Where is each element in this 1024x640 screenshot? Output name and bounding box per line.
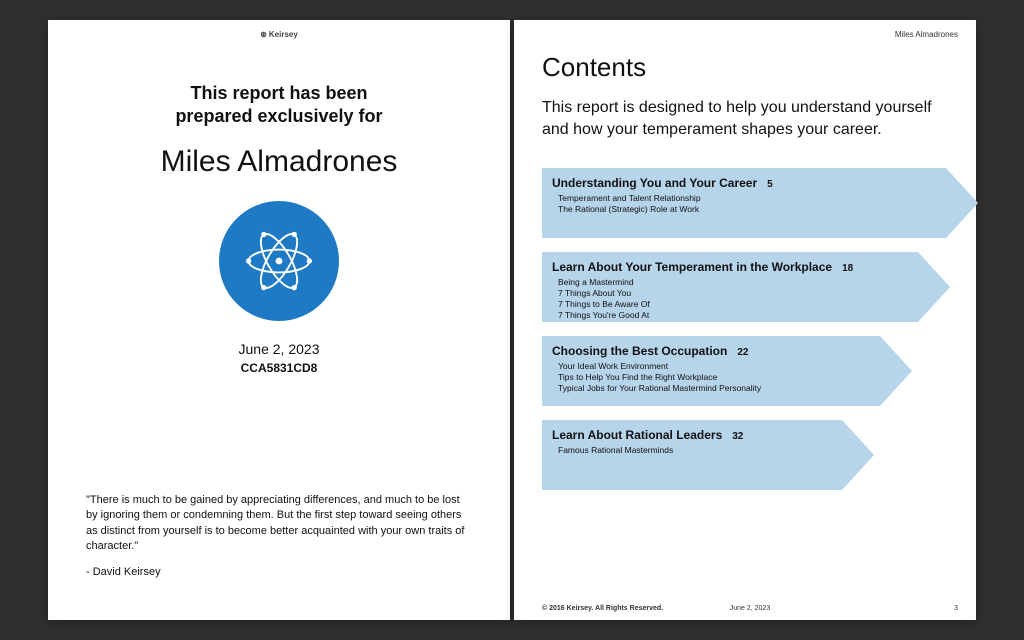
report-code: CCA5831CD8	[86, 361, 472, 375]
arrow-title: Understanding You and Your Career	[552, 176, 757, 190]
contents-page: Miles Almadrones Contents This report is…	[514, 20, 976, 620]
arrow-page-number: 32	[732, 431, 743, 442]
arrow-content: Understanding You and Your Career 5 Temper…	[552, 176, 948, 215]
header-recipient-name: Miles Almadrones	[895, 30, 958, 39]
arrow-subitem: Your Ideal Work Environment	[558, 361, 948, 372]
temperament-icon-wrap	[86, 201, 472, 321]
toc-arrow: Choosing the Best Occupation 22 Your Ideal…	[542, 336, 958, 406]
arrow-page-number: 22	[737, 347, 748, 358]
arrow-title: Choosing the Best Occupation	[552, 344, 727, 358]
arrow-title-row: Understanding You and Your Career 5	[552, 176, 948, 190]
prepared-line-2: prepared exclusively for	[175, 106, 382, 126]
quote-block: "There is much to be gained by appreciat…	[86, 493, 472, 580]
arrow-subitems: Your Ideal Work EnvironmentTips to Help …	[558, 361, 948, 394]
arrow-title: Learn About Your Temperament in the Work…	[552, 260, 832, 274]
arrow-subitem: 7 Things to Be Aware Of	[558, 299, 948, 310]
cover-page: Keirsey This report has been prepared ex…	[48, 20, 510, 620]
arrow-content: Learn About Rational Leaders 32 Famous Rat…	[552, 428, 948, 456]
arrow-content: Choosing the Best Occupation 22 Your Ideal…	[552, 344, 948, 394]
toc-arrow-list: Understanding You and Your Career 5 Temper…	[542, 168, 958, 490]
arrow-subitem: 7 Things About You	[558, 288, 948, 299]
arrow-title-row: Choosing the Best Occupation 22	[552, 344, 948, 358]
page-footer: © 2016 Keirsey. All Rights Reserved. Jun…	[542, 605, 958, 612]
arrow-subitem: Typical Jobs for Your Rational Mastermin…	[558, 383, 948, 394]
arrow-subitem: Being a Mastermind	[558, 277, 948, 288]
arrow-title: Learn About Rational Leaders	[552, 428, 722, 442]
arrow-subitems: Temperament and Talent RelationshipThe R…	[558, 193, 948, 215]
arrow-subitem: Temperament and Talent Relationship	[558, 193, 948, 204]
arrow-subitem: Tips to Help You Find the Right Workplac…	[558, 372, 948, 383]
prepared-line-1: This report has been	[190, 83, 367, 103]
arrow-title-row: Learn About Rational Leaders 32	[552, 428, 948, 442]
arrow-content: Learn About Your Temperament in the Work…	[552, 260, 948, 321]
recipient-name: Miles Almadrones	[86, 145, 472, 179]
arrow-subitem: The Rational (Strategic) Role at Work	[558, 204, 948, 215]
atom-icon	[219, 201, 339, 321]
arrow-subitems: Famous Rational Masterminds	[558, 445, 948, 456]
contents-intro: This report is designed to help you unde…	[542, 97, 932, 140]
quote-attribution: - David Keirsey	[86, 565, 472, 580]
arrow-subitems: Being a Mastermind7 Things About You7 Th…	[558, 277, 948, 321]
page-spread: Keirsey This report has been prepared ex…	[48, 20, 976, 620]
contents-title: Contents	[542, 52, 958, 83]
arrow-page-number: 18	[842, 263, 853, 274]
prepared-for-heading: This report has been prepared exclusivel…	[86, 82, 472, 127]
toc-arrow: Learn About Your Temperament in the Work…	[542, 252, 958, 322]
quote-text: "There is much to be gained by appreciat…	[86, 493, 472, 555]
toc-arrow: Understanding You and Your Career 5 Temper…	[542, 168, 958, 238]
arrow-subitem: Famous Rational Masterminds	[558, 445, 948, 456]
report-date: June 2, 2023	[86, 341, 472, 357]
footer-date: June 2, 2023	[542, 605, 958, 612]
brand-label: Keirsey	[260, 30, 298, 39]
toc-arrow: Learn About Rational Leaders 32 Famous Rat…	[542, 420, 958, 490]
arrow-title-row: Learn About Your Temperament in the Work…	[552, 260, 948, 274]
arrow-subitem: 7 Things You're Good At	[558, 310, 948, 321]
arrow-page-number: 5	[767, 179, 773, 190]
